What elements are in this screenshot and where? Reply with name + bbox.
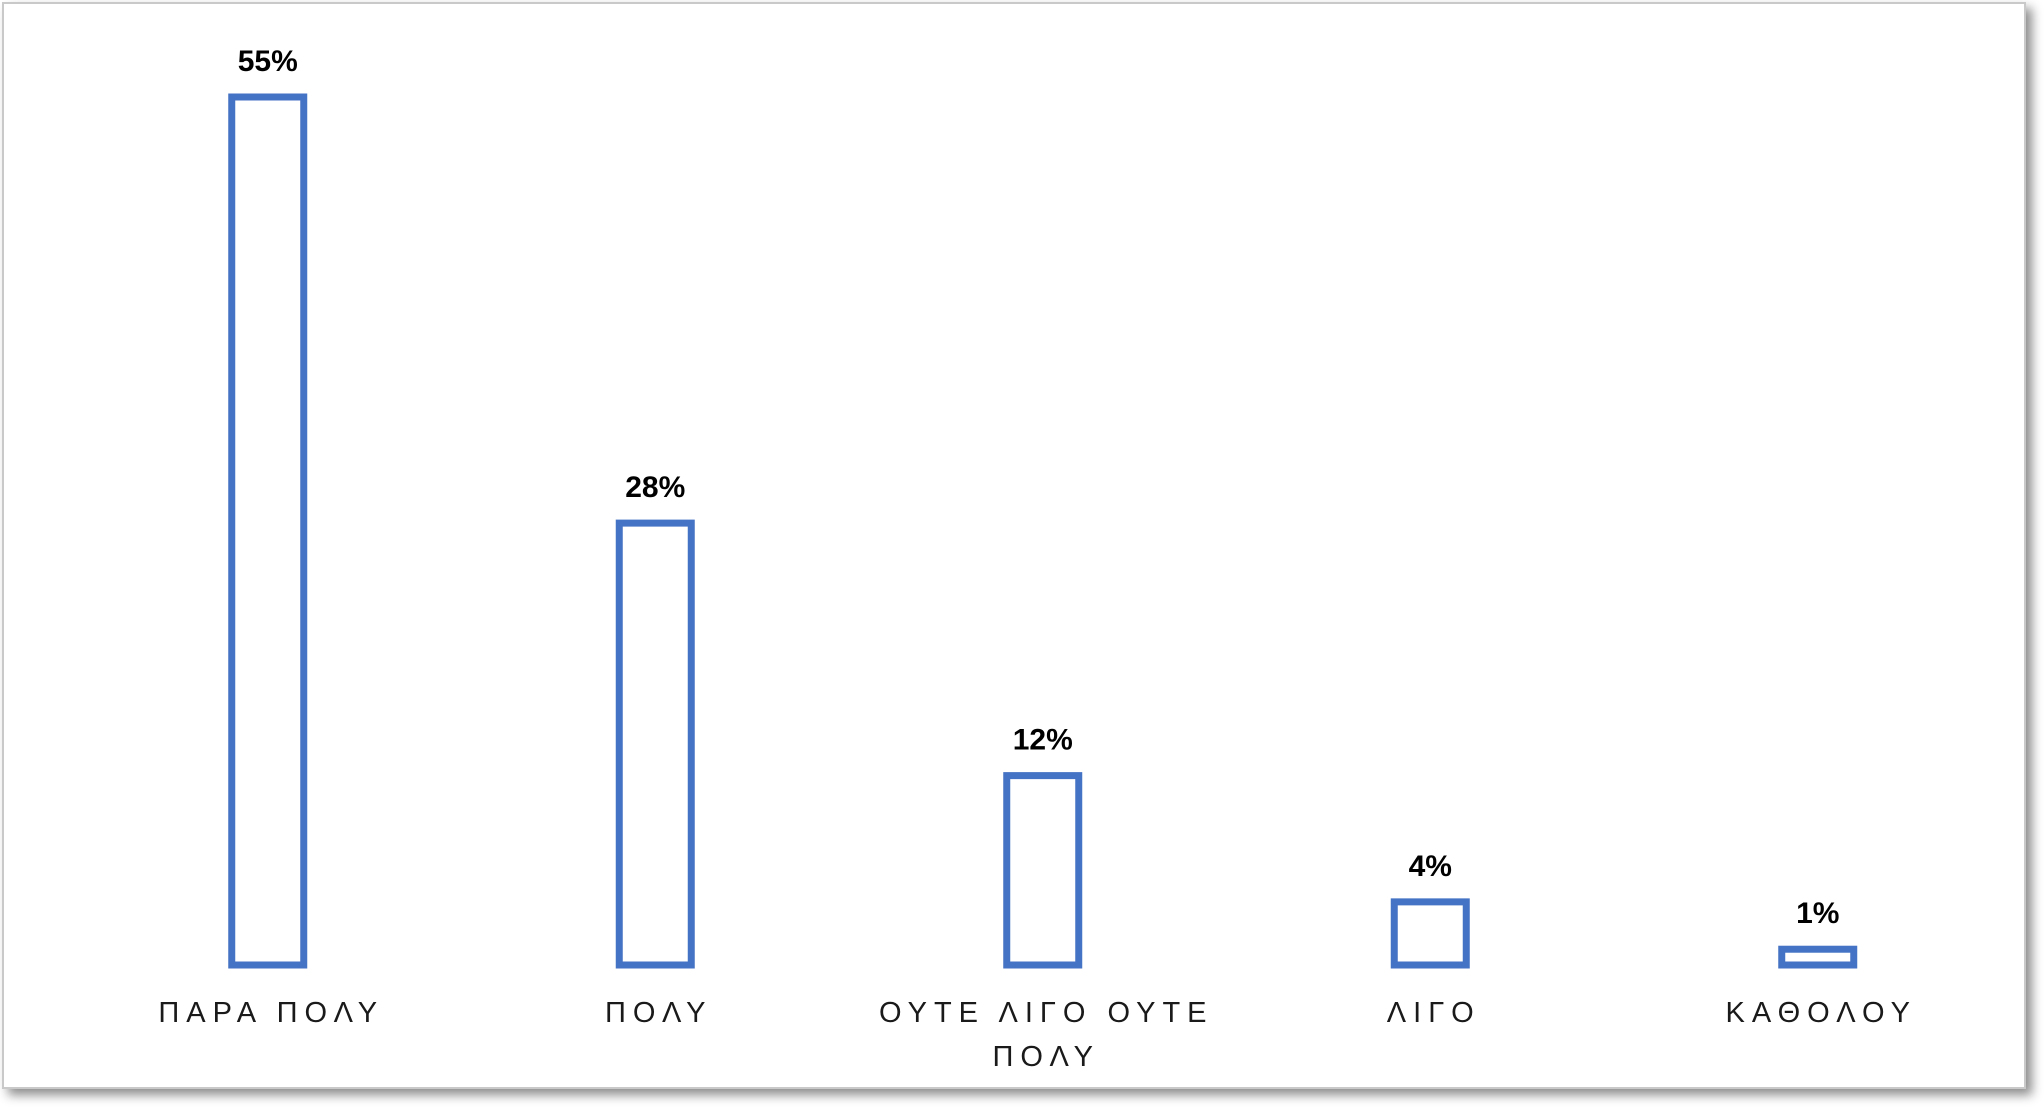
bar: [1778, 945, 1858, 969]
x-axis-category-label: ΟΥΤΕ ΛΙΓΟ ΟΥΤΕ: [879, 997, 1214, 1029]
bar-group: 4% ΛΙΓΟ: [1387, 850, 1481, 1029]
bar-group: 1% ΚΑΘΟΛΟΥ: [1726, 897, 1917, 1029]
x-axis-category-label: ΠΑΡΑ ΠΟΛΥ: [158, 997, 384, 1029]
bar-value-label: 1%: [1796, 897, 1839, 930]
bar-value-label: 55%: [238, 45, 298, 78]
bar: [1003, 772, 1083, 969]
x-axis-category-label: ΚΑΘΟΛΟΥ: [1726, 997, 1917, 1029]
bar: [615, 519, 695, 969]
bar: [228, 93, 308, 969]
bar-group: 12% ΟΥΤΕ ΛΙΓΟ ΟΥΤΕ ΠΟΛΥ: [879, 724, 1214, 1073]
bar-value-label: 28%: [625, 471, 685, 504]
bar-value-label: 12%: [1013, 724, 1073, 757]
x-axis-category-label: ΠΟΛΥ: [605, 997, 713, 1029]
x-axis-category-label: ΠΟΛΥ: [992, 1041, 1100, 1073]
bar-value-label: 4%: [1409, 850, 1452, 883]
bar-group: 28% ΠΟΛΥ: [605, 471, 713, 1029]
bar-group: 55% ΠΑΡΑ ΠΟΛΥ: [158, 45, 384, 1029]
x-axis-category-label: ΛΙΓΟ: [1387, 997, 1481, 1029]
bar: [1390, 898, 1470, 969]
